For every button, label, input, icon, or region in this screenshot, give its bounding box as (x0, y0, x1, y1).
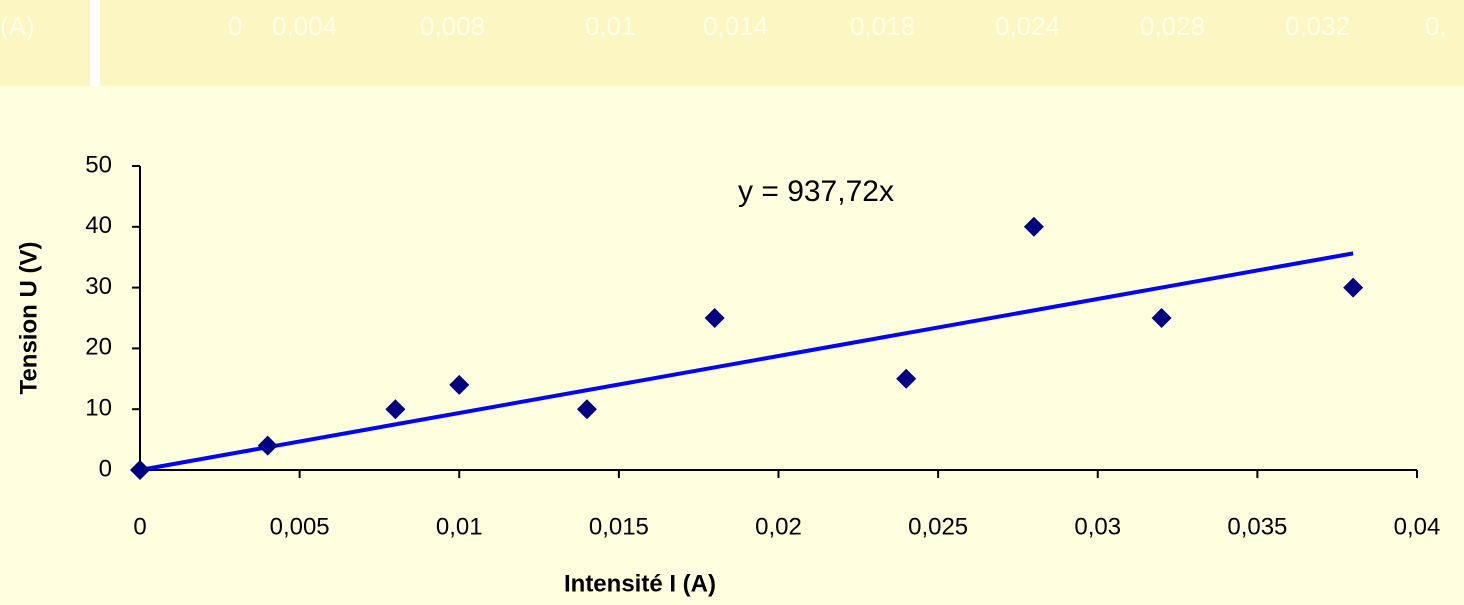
header-cell: 0,032 (1285, 11, 1350, 41)
trendline-equation: y = 937,72x (738, 175, 894, 208)
header-strip (0, 0, 1464, 86)
header-divider (90, 0, 100, 86)
x-tick-label: 0,03 (1074, 513, 1121, 540)
data-point (1023, 216, 1044, 237)
data-point (576, 399, 597, 420)
data-point (1343, 277, 1364, 298)
y-tick-label: 10 (85, 395, 112, 422)
header-cell: 0,008 (420, 11, 485, 41)
header-cell: 0, (1425, 11, 1447, 41)
data-point (449, 374, 470, 395)
data-point (385, 399, 406, 420)
y-tick-label: 40 (85, 212, 112, 239)
header-cell: 0,028 (1140, 11, 1205, 41)
x-tick-label: 0,005 (270, 513, 330, 540)
y-tick-label: 50 (85, 151, 112, 178)
header-cell: 0,01 (585, 11, 636, 41)
header-cell: 0 (228, 11, 242, 41)
data-point (1151, 308, 1172, 328)
x-tick-label: 0,01 (436, 513, 483, 540)
x-tick-label: 0 (133, 513, 146, 540)
y-tick-label: 30 (85, 273, 112, 300)
data-point (896, 368, 917, 389)
x-axis-title: Intensité I (A) (564, 570, 716, 597)
x-tick-label: 0,015 (589, 513, 649, 540)
data-point (130, 460, 150, 480)
x-tick-label: 0,025 (908, 513, 968, 540)
x-tick-label: 0,02 (755, 513, 802, 540)
y-tick-label: 20 (85, 334, 112, 361)
x-tick-label: 0,035 (1227, 513, 1287, 540)
x-tick-label: 0,04 (1394, 513, 1441, 540)
y-axis-title: Tension U (V) (15, 242, 42, 395)
trendline (139, 251, 1354, 472)
header-cell: 0,004 (272, 11, 337, 41)
data-point (704, 308, 725, 328)
header-cell: (A) (0, 11, 35, 41)
data-point (257, 435, 278, 456)
header-cell: 0,024 (995, 11, 1060, 41)
header-cell: 0,018 (850, 11, 915, 41)
y-tick-label: 0 (99, 455, 112, 482)
header-cell: 0,014 (703, 11, 768, 41)
